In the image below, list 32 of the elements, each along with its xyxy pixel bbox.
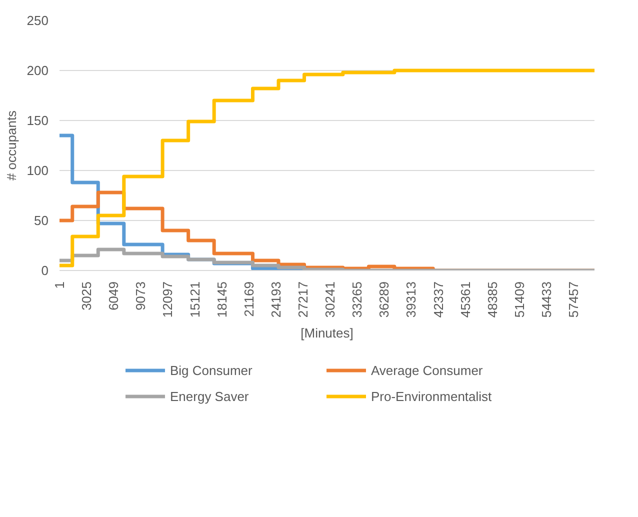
x-tick-label: 24193 <box>268 281 284 318</box>
x-tick-label: 48385 <box>484 281 500 318</box>
x-tick-label: 36289 <box>376 281 392 318</box>
x-tick-label: 3025 <box>79 282 94 310</box>
x-tick-label: 30241 <box>322 281 338 318</box>
x-tick-label: 15121 <box>187 281 202 318</box>
x-tick-label: 51409 <box>512 281 527 318</box>
y-tick-label: 200 <box>26 63 49 78</box>
y-tick-label: 50 <box>34 213 49 228</box>
x-tick-label: 42337 <box>430 281 446 318</box>
legend-label: Big Consumer <box>170 362 254 378</box>
y-tick-label: 0 <box>41 263 49 278</box>
y-tick-label: 150 <box>26 113 49 128</box>
legend-label: Average Consumer <box>371 362 484 378</box>
x-tick-label: 57457 <box>566 281 582 318</box>
x-tick-label: 33265 <box>350 281 365 318</box>
x-tick-label: 39313 <box>404 281 419 318</box>
x-tick-label: 12097 <box>160 281 176 318</box>
y-tick-label: 250 <box>26 13 49 28</box>
x-tick-label: 27217 <box>295 281 310 318</box>
x-tick-label: 1 <box>52 281 67 289</box>
y-tick-label: 100 <box>26 163 49 178</box>
x-tick-label: 9073 <box>133 282 148 310</box>
x-tick-label: 54433 <box>538 281 554 318</box>
x-tick-label: 6049 <box>106 282 122 310</box>
x-tick-label: 21169 <box>241 282 256 317</box>
legend-label: Pro-Environmentalist <box>371 388 493 404</box>
x-axis-title: [Minutes] <box>300 326 354 341</box>
x-tick-label: 18145 <box>214 281 230 318</box>
y-axis-title: # occupants <box>4 110 19 181</box>
legend-label: Energy Saver <box>170 388 250 404</box>
x-tick-label: 45361 <box>458 281 473 318</box>
